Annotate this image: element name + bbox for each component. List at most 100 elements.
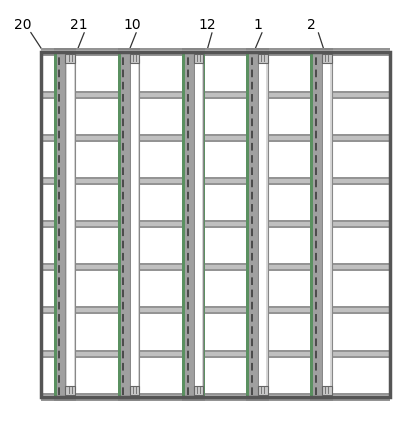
Bar: [332, 220, 389, 228]
Bar: [204, 392, 245, 401]
Bar: [140, 358, 181, 392]
Bar: [268, 134, 309, 142]
Bar: [40, 56, 389, 91]
Bar: [140, 263, 181, 271]
Bar: [140, 56, 181, 91]
Bar: [40, 177, 53, 185]
Bar: [76, 315, 117, 350]
Bar: [76, 185, 117, 220]
Text: 1: 1: [253, 18, 262, 32]
Bar: [204, 179, 245, 183]
Bar: [40, 392, 389, 401]
Bar: [65, 386, 75, 395]
Bar: [40, 50, 389, 54]
Bar: [40, 228, 53, 263]
Bar: [204, 99, 245, 134]
Bar: [40, 350, 53, 358]
Bar: [55, 52, 74, 397]
Bar: [140, 185, 181, 220]
Bar: [193, 54, 203, 62]
Bar: [332, 222, 389, 226]
Bar: [268, 99, 309, 134]
Bar: [183, 52, 202, 397]
Bar: [321, 386, 331, 395]
Bar: [201, 52, 204, 397]
Text: 21: 21: [70, 18, 88, 32]
Bar: [140, 134, 181, 142]
Bar: [309, 52, 313, 397]
Bar: [76, 306, 117, 315]
Bar: [76, 91, 117, 99]
Bar: [76, 228, 117, 263]
Bar: [40, 315, 53, 350]
Bar: [40, 351, 53, 356]
Bar: [204, 134, 245, 142]
Bar: [268, 306, 309, 315]
Bar: [204, 351, 245, 356]
Bar: [140, 350, 181, 358]
Bar: [40, 177, 389, 185]
Bar: [321, 59, 331, 389]
Bar: [40, 395, 389, 399]
Bar: [40, 93, 53, 97]
Bar: [204, 220, 245, 228]
Bar: [321, 54, 331, 62]
Bar: [268, 56, 309, 91]
Bar: [311, 52, 330, 397]
Bar: [268, 228, 309, 263]
Bar: [40, 222, 53, 226]
Bar: [140, 271, 181, 306]
Bar: [309, 52, 332, 397]
Bar: [332, 179, 389, 183]
Bar: [245, 52, 268, 397]
Bar: [332, 395, 389, 399]
Bar: [40, 263, 53, 271]
Bar: [257, 54, 267, 62]
Bar: [137, 52, 140, 397]
Bar: [193, 59, 203, 389]
Bar: [332, 351, 389, 356]
Bar: [204, 315, 245, 350]
Bar: [268, 271, 309, 306]
Bar: [332, 56, 389, 91]
Bar: [140, 91, 181, 99]
Bar: [332, 48, 389, 56]
Bar: [76, 99, 117, 134]
Bar: [76, 392, 117, 401]
Bar: [268, 50, 309, 54]
Bar: [76, 220, 117, 228]
Bar: [247, 52, 266, 397]
Bar: [181, 52, 185, 397]
Bar: [129, 386, 139, 395]
Bar: [76, 309, 117, 312]
Bar: [40, 52, 389, 397]
Bar: [76, 134, 117, 142]
Bar: [76, 179, 117, 183]
Bar: [204, 48, 245, 56]
Bar: [204, 358, 245, 392]
Bar: [76, 395, 117, 399]
Bar: [257, 386, 267, 395]
Bar: [76, 177, 117, 185]
Bar: [268, 220, 309, 228]
Bar: [40, 185, 53, 220]
Bar: [140, 395, 181, 399]
Bar: [332, 136, 389, 140]
Bar: [204, 222, 245, 226]
Bar: [140, 315, 181, 350]
Bar: [204, 50, 245, 54]
Bar: [76, 350, 117, 358]
Bar: [268, 185, 309, 220]
Bar: [268, 350, 309, 358]
Bar: [140, 222, 181, 226]
Bar: [76, 142, 117, 177]
Bar: [332, 271, 389, 306]
Bar: [76, 358, 117, 392]
Bar: [258, 59, 266, 389]
Bar: [65, 59, 75, 389]
Bar: [40, 271, 53, 306]
Bar: [40, 228, 389, 263]
Bar: [332, 263, 389, 271]
Bar: [181, 52, 204, 397]
Bar: [204, 136, 245, 140]
